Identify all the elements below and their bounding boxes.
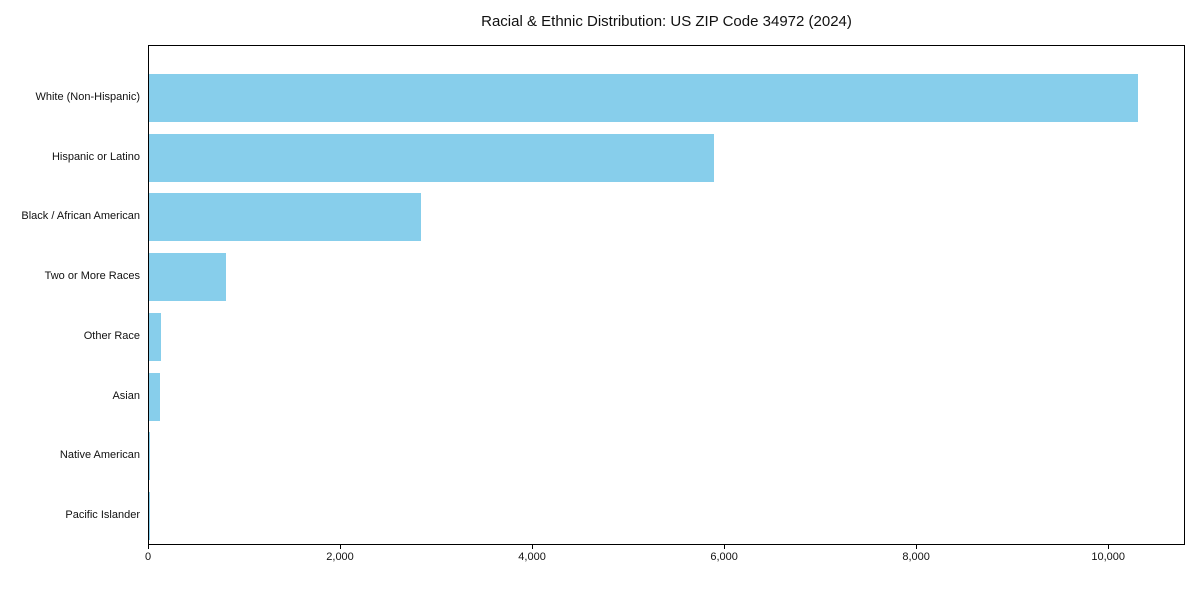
y-tick-label-3: Two or More Races	[44, 270, 140, 283]
y-tick-label-2: Black / African American	[21, 210, 140, 223]
x-tick-mark-4	[916, 545, 918, 549]
x-tick-label-4: 8,000	[902, 551, 930, 563]
x-tick-label-3: 6,000	[710, 551, 738, 563]
plot-area	[148, 45, 1185, 545]
y-tick-label-7: Pacific Islander	[65, 508, 140, 521]
y-tick-label-6: Native American	[59, 449, 140, 462]
bar-1	[149, 133, 714, 182]
bar-4	[149, 312, 162, 361]
bar-5	[149, 372, 160, 421]
x-tick-mark-2	[532, 545, 534, 549]
bar-3	[149, 253, 226, 302]
bar-6	[149, 432, 151, 481]
y-tick-label-5: Asian	[112, 389, 140, 402]
x-tick-label-2: 4,000	[518, 551, 546, 563]
x-tick-label-5: 10,000	[1091, 551, 1125, 563]
y-tick-label-0: White (Non-Hispanic)	[35, 91, 140, 103]
x-tick-label-0: 0	[144, 551, 152, 563]
bar-2	[149, 193, 421, 242]
x-tick-mark-5	[1108, 545, 1110, 549]
y-tick-label-4: Other Race	[83, 329, 140, 342]
chart-title: Racial & Ethnic Distribution: US ZIP Cod…	[481, 13, 852, 30]
y-tick-label-1: Hispanic or Latino	[51, 150, 140, 163]
x-tick-label-1: 2,000	[326, 551, 354, 563]
x-tick-mark-0	[148, 545, 149, 549]
x-tick-mark-3	[724, 545, 726, 549]
x-tick-mark-1	[340, 545, 342, 549]
bar-0	[149, 74, 1138, 122]
